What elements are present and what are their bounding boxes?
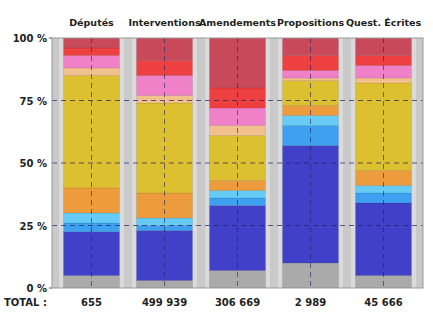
chart: 0 % 25 % 50 % 75 % 100 % Députés Interventions… — [0, 0, 433, 320]
column-guide — [164, 38, 165, 288]
category-label: Propositions — [277, 17, 344, 28]
grid-line — [52, 100, 423, 101]
total-value: 306 669 — [215, 297, 260, 308]
total-value: 45 666 — [364, 297, 402, 308]
y-tick-label: 0 % — [27, 283, 47, 294]
y-tick-label: 75 % — [20, 96, 47, 107]
y-tick-label: 25 % — [20, 221, 47, 232]
category-label: Députés — [69, 17, 114, 28]
column-guide — [237, 38, 238, 288]
column-guide — [91, 38, 92, 288]
bar-segment — [137, 193, 193, 218]
total-value: 2 989 — [295, 297, 326, 308]
bar-segment — [210, 38, 266, 88]
category-label: Interventions — [128, 17, 200, 28]
total-value: 499 939 — [142, 297, 187, 308]
plot-frame — [52, 38, 423, 288]
y-tick-label: 50 % — [20, 158, 47, 169]
y-tick-label: 100 % — [13, 33, 47, 44]
plot-background — [52, 38, 423, 288]
category-label: Quest. Écrites — [346, 17, 421, 28]
column-guide — [310, 38, 311, 288]
grid-line — [52, 163, 423, 164]
total-value: 655 — [81, 297, 102, 308]
grid-line — [52, 225, 423, 226]
totals-label: TOTAL : — [4, 297, 47, 308]
column-guide — [383, 38, 384, 288]
category-label: Amendements — [199, 17, 276, 28]
